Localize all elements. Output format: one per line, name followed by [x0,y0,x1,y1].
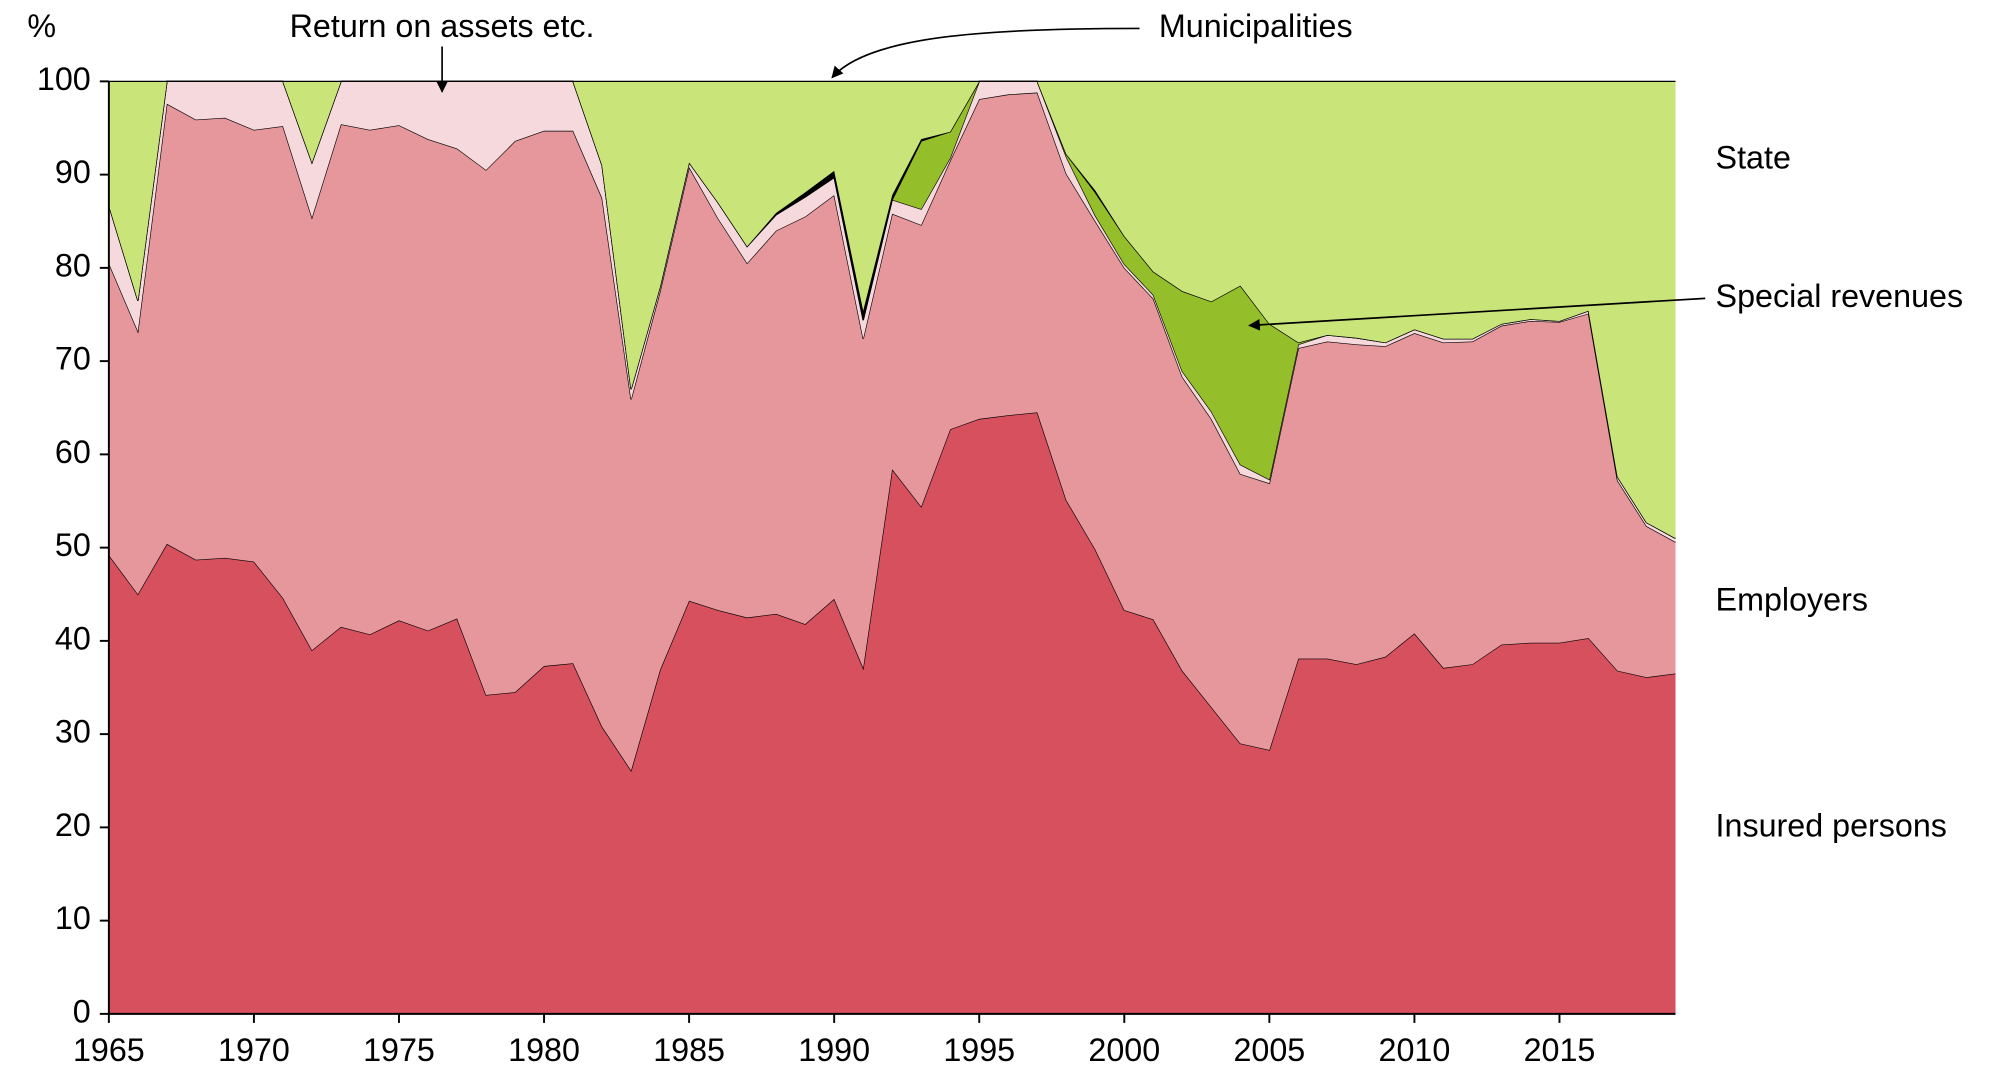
y-tick-label: 80 [55,247,91,283]
annotation-arrow [1248,297,1706,331]
legend-label: Return on assets etc. [290,8,595,44]
x-tick-label: 1965 [73,1032,145,1068]
x-tick-label: 1990 [798,1032,870,1068]
plot-area [108,80,1676,1014]
legend-label: Municipalities [1159,8,1353,44]
y-tick-label: 50 [55,527,91,563]
x-tick-label: 1995 [943,1032,1015,1068]
legend-label: Special revenues [1716,278,1964,314]
y-tick-label: 90 [55,154,91,190]
y-tick-label: 70 [55,341,91,377]
x-tick-label: 1970 [218,1032,290,1068]
x-tick-label: 2000 [1088,1032,1160,1068]
y-axis-label: % [27,8,56,44]
legend-label: State [1716,140,1791,176]
x-tick-label: 1975 [363,1032,435,1068]
annotation-arrow [831,27,1140,79]
y-tick-label: 0 [73,993,91,1029]
y-tick-label: 40 [55,620,91,656]
area [108,412,1676,1014]
y-tick-label: 100 [37,61,91,97]
legend-label: Employers [1716,581,1868,617]
x-tick-label: 2010 [1379,1032,1451,1068]
y-tick-label: 10 [55,900,91,936]
area [108,92,1676,771]
y-tick-label: 60 [55,434,91,470]
x-tick-label: 1980 [508,1032,580,1068]
area [108,81,1676,539]
y-tick-label: 30 [55,714,91,750]
x-tick-label: 2015 [1524,1032,1596,1068]
x-tick-label: 2005 [1233,1032,1305,1068]
area [108,81,1676,543]
y-tick-label: 20 [55,807,91,843]
x-tick-label: 1985 [653,1032,725,1068]
legend-label: Insured persons [1716,807,1947,843]
